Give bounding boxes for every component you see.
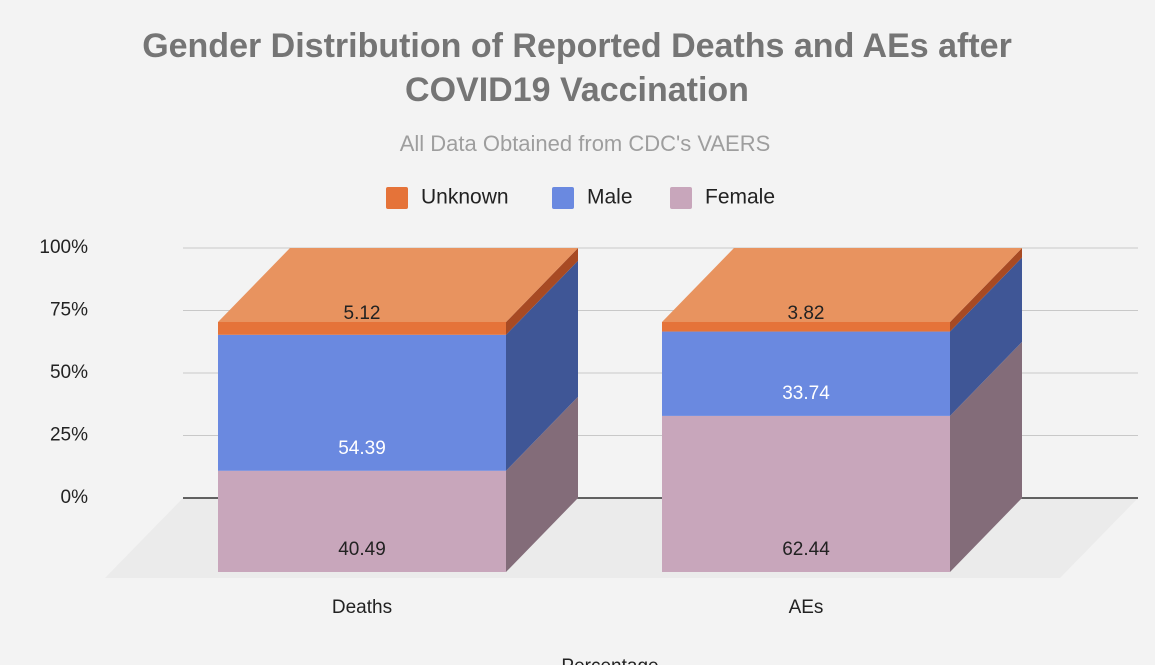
y-tick-label: 75%: [50, 300, 88, 321]
legend-swatch: [386, 187, 408, 209]
bar-segment: [218, 470, 506, 572]
chart-subtitle: All Data Obtained from CDC's VAERS: [400, 131, 771, 156]
legend-swatch: [670, 187, 692, 209]
bar-segment: [218, 334, 506, 471]
x-tick-label: Deaths: [332, 597, 392, 618]
y-tick-label: 50%: [50, 362, 88, 383]
bar-segment: [662, 322, 950, 332]
bar-segment: [662, 415, 950, 572]
y-tick-label: 0%: [61, 487, 89, 508]
bar-side: [950, 341, 1022, 572]
bar-top: [662, 248, 1022, 322]
y-tick-label: 100%: [39, 237, 88, 258]
bar-side: [506, 260, 578, 471]
y-tick-label: 25%: [50, 425, 88, 446]
data-label: 62.44: [782, 539, 830, 560]
bar-side: [506, 248, 578, 335]
x-tick-label: AEs: [789, 597, 824, 618]
data-label: 3.82: [788, 303, 825, 324]
data-label: 5.12: [344, 303, 381, 324]
bar-side: [950, 248, 1022, 332]
legend-label: Male: [587, 186, 633, 209]
chart-title: Gender Distribution of Reported Deaths a…: [142, 27, 1012, 109]
legend-label: Female: [705, 186, 775, 209]
data-label: 54.39: [338, 438, 386, 459]
legend-swatch: [552, 187, 574, 209]
data-label: 40.49: [338, 539, 386, 560]
bar-segment: [218, 322, 506, 335]
bar-segment: [662, 331, 950, 416]
bar-top: [218, 248, 578, 322]
legend-label: Unknown: [421, 186, 509, 209]
bar-side: [950, 257, 1022, 416]
x-axis-title: Percentage: [561, 656, 658, 665]
bar-side: [506, 396, 578, 572]
data-label: 33.74: [782, 383, 830, 404]
